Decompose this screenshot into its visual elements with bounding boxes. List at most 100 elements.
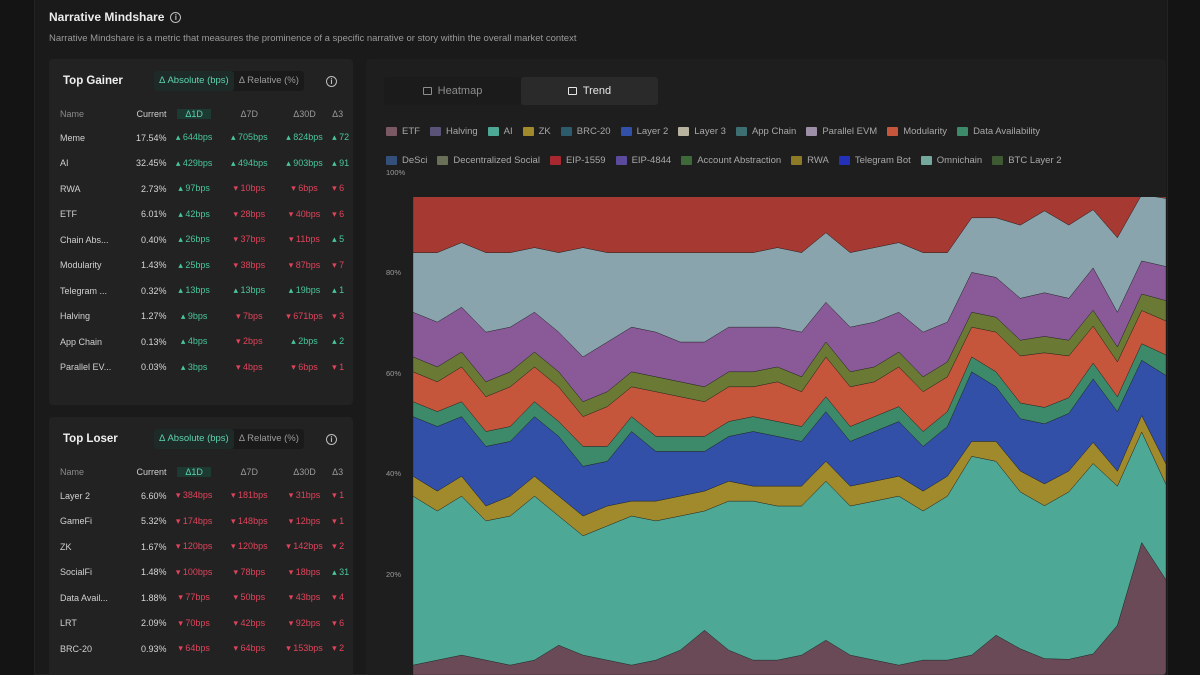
row-name: Telegram ... xyxy=(60,285,108,296)
legend-item[interactable]: Data Availability xyxy=(957,126,1040,137)
legend-item[interactable]: EIP-1559 xyxy=(549,155,606,166)
table-row[interactable]: Modularity 1.43% ▴ 25bps ▾ 38bps ▾ 87bps ▾ 7 xyxy=(49,253,353,279)
row-current: 1.43% xyxy=(141,260,167,271)
row-delta-3m: ▾ 6 xyxy=(332,617,345,628)
table-row[interactable]: Halving 1.27% ▴ 9bps ▾ 7bps ▾ 671bps ▾ 3 xyxy=(49,304,353,330)
column-7d[interactable]: Δ7D xyxy=(240,109,259,119)
table-row[interactable]: App Chain 0.13% ▴ 4bps ▾ 2bps ▴ 2bps ▴ 2 xyxy=(49,329,353,355)
legend-label: Account Abstraction xyxy=(697,154,782,166)
table-row[interactable]: Layer 2 6.60% ▾ 384bps ▾ 181bps ▾ 31bps ▾ 1 xyxy=(49,483,353,509)
row-delta-30d: ▾ 6bps xyxy=(291,183,318,194)
info-icon[interactable]: i xyxy=(326,76,337,87)
info-icon[interactable]: i xyxy=(170,11,182,23)
row-current: 0.03% xyxy=(141,362,167,373)
row-delta-7d: ▾ 4bps xyxy=(236,361,263,372)
legend-item[interactable]: Telegram Bot xyxy=(838,154,911,166)
legend-swatch xyxy=(386,155,397,165)
table-row[interactable]: GameFi 5.32% ▾ 174bps ▾ 148bps ▾ 12bps ▾ 1 xyxy=(49,509,353,535)
gainer-relative-option[interactable]: Δ Relative (%) xyxy=(238,75,299,86)
column-30d[interactable]: Δ30D xyxy=(293,467,316,477)
legend-item[interactable]: ZK xyxy=(522,126,551,137)
legend-item[interactable]: Omnichain xyxy=(920,155,982,166)
row-current: 2.09% xyxy=(141,618,167,629)
column-name[interactable]: Name xyxy=(60,467,85,477)
y-tick-label: 80% xyxy=(386,268,402,278)
legend-item[interactable]: RWA xyxy=(791,155,829,166)
area-layer-eip-1559[interactable] xyxy=(413,197,1166,253)
row-delta-7d: ▾ 37bps xyxy=(233,234,266,245)
row-delta-3m: ▾ 6 xyxy=(332,208,345,219)
tab-trend[interactable]: Trend xyxy=(521,77,658,105)
legend-item[interactable]: BTC Layer 2 xyxy=(992,154,1062,166)
table-row[interactable]: LRT 2.09% ▾ 70bps ▾ 42bps ▾ 92bps ▾ 6 xyxy=(49,611,353,637)
column-30d[interactable]: Δ30D xyxy=(293,109,316,119)
row-delta-7d: ▾ 148bps xyxy=(231,515,268,526)
legend-label: BTC Layer 2 xyxy=(1008,154,1062,166)
row-delta-1d: ▴ 13bps xyxy=(178,285,210,296)
table-row[interactable]: AI 32.45% ▴ 429bps ▴ 494bps ▴ 903bps ▴ 91 xyxy=(49,151,353,177)
table-row[interactable]: RWA 2.73% ▴ 97bps ▾ 10bps ▾ 6bps ▾ 6 xyxy=(49,176,353,202)
row-delta-1d: ▾ 64bps xyxy=(178,643,210,654)
legend-item[interactable]: Parallel EVM xyxy=(806,126,877,137)
legend-swatch xyxy=(735,126,747,136)
table-row[interactable]: Chain Abs... 0.40% ▴ 26bps ▾ 37bps ▾ 11bps ▴ … xyxy=(49,227,353,253)
table-row[interactable]: ZK 1.67% ▾ 120bps ▾ 120bps ▾ 142bps ▾ 2 xyxy=(49,534,353,560)
legend-item[interactable]: Layer 2 xyxy=(620,126,668,137)
column-1d[interactable]: Δ1D xyxy=(167,109,222,119)
legend-item[interactable]: DeSci xyxy=(386,155,427,166)
table-header-row: Name Current Δ1D Δ7D Δ30D Δ3 xyxy=(49,103,353,125)
table-row[interactable]: Data Avail... 1.88% ▾ 77bps ▾ 50bps ▾ 43bps ▾… xyxy=(49,585,353,611)
row-name: LRT xyxy=(60,618,77,629)
row-delta-3m: ▾ 1 xyxy=(332,361,345,372)
column-3m[interactable]: Δ3 xyxy=(332,467,344,477)
legend-item[interactable]: Decentralized Social xyxy=(437,155,540,166)
row-name: SocialFi xyxy=(60,567,93,578)
column-1d[interactable]: Δ1D xyxy=(167,467,222,477)
column-name[interactable]: Name xyxy=(60,109,85,119)
table-row[interactable]: Meme 17.54% ▴ 644bps ▴ 705bps ▴ 824bps ▴ 72 xyxy=(49,125,353,151)
row-delta-30d: ▾ 43bps xyxy=(288,592,321,603)
legend-item[interactable]: Account Abstraction xyxy=(681,155,781,166)
legend-item[interactable]: Modularity xyxy=(887,126,947,137)
legend-label: Data Availability xyxy=(973,125,1040,137)
gainer-absolute-option[interactable]: Δ Absolute (bps) xyxy=(154,71,234,91)
row-delta-30d: ▾ 11bps xyxy=(289,234,320,245)
legend-item[interactable]: EIP-4844 xyxy=(615,155,671,166)
legend-swatch xyxy=(437,155,449,165)
row-name: Meme xyxy=(60,132,86,143)
legend-label: Telegram Bot xyxy=(854,154,911,166)
info-icon[interactable]: i xyxy=(326,434,337,445)
y-tick-label: 60% xyxy=(386,368,402,378)
column-current[interactable]: Current xyxy=(136,467,167,477)
legend-item[interactable]: BRC-20 xyxy=(560,126,611,137)
row-delta-1d: ▴ 3bps xyxy=(180,361,208,372)
legend-item[interactable]: ETF xyxy=(386,126,420,137)
loser-absolute-option[interactable]: Δ Absolute (bps) xyxy=(154,429,234,449)
loser-relative-option[interactable]: Δ Relative (%) xyxy=(238,433,299,444)
row-name: Halving xyxy=(60,311,91,322)
column-7d[interactable]: Δ7D xyxy=(240,467,259,477)
row-delta-7d: ▾ 2bps xyxy=(236,336,263,347)
row-delta-3m: ▴ 72 xyxy=(332,132,350,143)
legend-item[interactable]: AI xyxy=(487,126,513,137)
table-row[interactable]: ETF 6.01% ▴ 42bps ▾ 28bps ▾ 40bps ▾ 6 xyxy=(49,202,353,228)
row-delta-1d: ▾ 77bps xyxy=(178,592,210,603)
row-delta-30d: ▾ 142bps xyxy=(286,541,323,552)
table-row[interactable]: Telegram ... 0.32% ▴ 13bps ▴ 13bps ▴ 19bps ▴ … xyxy=(49,278,353,304)
legend-row: DeSci Decentralized Social EIP-1559 EIP-484… xyxy=(386,153,1166,167)
row-name: Chain Abs... xyxy=(60,234,109,245)
row-delta-1d: ▴ 644bps xyxy=(175,132,213,143)
y-tick-label: 40% xyxy=(386,469,402,479)
column-3m[interactable]: Δ3 xyxy=(332,109,344,119)
row-current: 2.73% xyxy=(141,183,167,194)
row-delta-7d: ▴ 705bps xyxy=(231,132,268,143)
legend-item[interactable]: App Chain xyxy=(735,126,796,137)
legend-item[interactable]: Halving xyxy=(429,126,478,137)
legend-row: ETF Halving AI ZK BRC-20 Layer 2 Layer 3 App Ch… xyxy=(386,124,1166,138)
table-row[interactable]: BRC-20 0.93% ▾ 64bps ▾ 64bps ▾ 153bps ▾ 2 xyxy=(49,636,353,662)
table-row[interactable]: SocialFi 1.48% ▾ 100bps ▾ 78bps ▾ 18bps ▴ 31 xyxy=(49,560,353,586)
column-current[interactable]: Current xyxy=(136,109,167,119)
tab-heatmap[interactable]: Heatmap xyxy=(384,77,521,105)
legend-item[interactable]: Layer 3 xyxy=(678,126,726,137)
table-row[interactable]: Parallel EV... 0.03% ▴ 3bps ▾ 4bps ▾ 6bps ▾ 1 xyxy=(49,355,353,381)
